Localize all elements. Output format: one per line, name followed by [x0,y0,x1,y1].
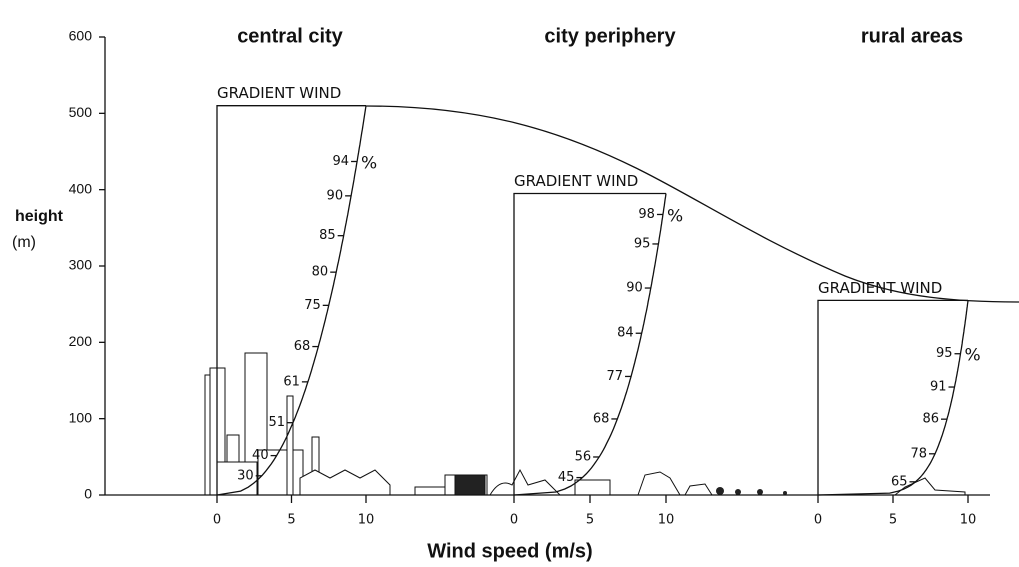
percent-label: 75 [304,298,321,313]
percent-label: 95 [634,236,651,251]
percent-label: 85 [319,228,336,243]
x-tick-label: 0 [814,513,822,528]
percent-label: 45 [558,470,575,485]
x-tick-label: 5 [889,513,897,528]
y-tick-label: 500 [69,104,93,120]
x-tick-label: 0 [510,513,518,528]
buildings [205,353,965,495]
percent-label: 68 [593,411,610,426]
percent-label: 86 [922,412,939,427]
panel-title: rural areas [861,25,963,47]
percent-label: 80 [312,265,329,280]
percent-sign: % [667,206,683,226]
y-axis-unit: (m) [12,234,36,251]
y-axis-label: height [15,208,64,225]
percent-label: 94 [333,154,350,169]
gradient-connector [366,106,1019,302]
x-tick-label: 10 [960,513,977,528]
y-tick-label: 400 [69,180,93,196]
y-tick-label: 200 [69,333,93,349]
gradient-label: GRADIENT WIND [217,84,341,102]
diagram: height (m) Wind speed (m/s) 010020030040… [0,0,1019,567]
percent-label: 61 [283,374,300,389]
x-tick-label: 10 [658,513,675,528]
percent-label: 98 [638,207,655,222]
x-tick-label: 10 [358,513,375,528]
percent-sign: % [361,153,377,173]
x-axis-label: Wind speed (m/s) [427,540,592,562]
percent-label: 30 [237,468,254,483]
percent-label: 77 [606,369,623,384]
percent-label: 65 [891,474,908,489]
panel-title: central city [237,25,343,47]
x-tick-label: 5 [586,513,594,528]
gradient-label: GRADIENT WIND [514,172,638,190]
x-tick-label: 0 [213,513,221,528]
gradient-label: GRADIENT WIND [818,279,942,297]
percent-label: 68 [294,339,311,354]
percent-label: 90 [626,281,643,296]
panel-title: city periphery [544,25,676,47]
percent-label: 95 [936,346,953,361]
y-tick-label: 300 [69,257,93,273]
percent-label: 91 [930,380,947,395]
y-tick-label: 100 [69,409,93,425]
percent-label: 56 [575,449,592,464]
percent-label: 40 [252,448,269,463]
y-tick-label: 0 [84,486,92,502]
gradient-box [818,300,968,495]
wind-profile [818,300,968,495]
percent-label: 78 [910,446,927,461]
percent-sign: % [965,346,981,366]
percent-label: 84 [617,326,634,341]
percent-label: 51 [268,415,285,430]
percent-label: 90 [327,188,344,203]
y-tick-label: 600 [69,28,93,44]
x-tick-label: 5 [287,513,295,528]
